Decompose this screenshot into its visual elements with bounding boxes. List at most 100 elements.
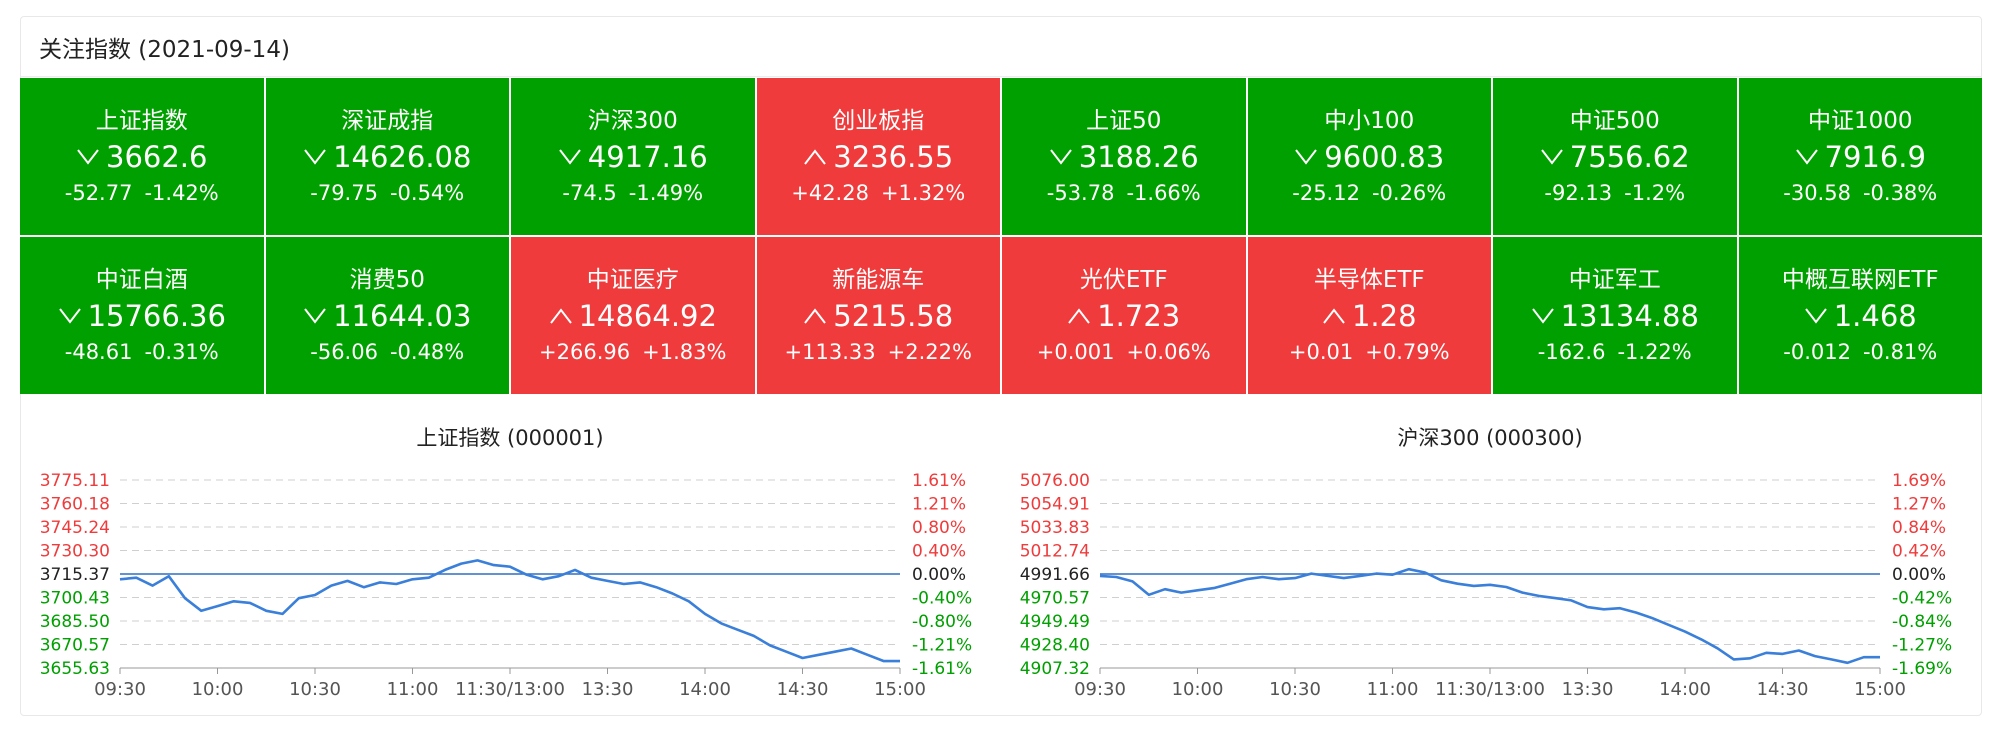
- tile-price: 14864.92: [549, 295, 717, 337]
- chevron-down-icon: [1795, 148, 1818, 165]
- y-left-tick-label: 3700.43: [40, 589, 110, 609]
- tile-price-value: 3188.26: [1078, 139, 1199, 174]
- index-tile[interactable]: 上证指数 3662.6 -52.77 -1.42%: [20, 78, 264, 235]
- index-tile[interactable]: 中证500 7556.62 -92.13 -1.2%: [1493, 78, 1737, 235]
- y-right-tick-label: -0.40%: [912, 589, 972, 609]
- chevron-down-icon: [304, 148, 326, 165]
- x-tick-label: 11:30/13:00: [455, 679, 565, 700]
- x-tick-label: 15:00: [874, 679, 926, 700]
- tile-change-amount: -56.06: [310, 339, 378, 364]
- chevron-down-icon: [1540, 148, 1563, 165]
- y-right-tick-label: -0.80%: [912, 612, 972, 632]
- tile-price-value: 5215.58: [833, 298, 954, 333]
- tile-change-amount: -30.58: [1783, 180, 1851, 205]
- y-right-tick-label: -1.27%: [1892, 636, 1952, 656]
- tile-name: 深证成指: [341, 107, 434, 134]
- tile-change-amount: -74.5: [562, 180, 617, 205]
- tile-change: -92.13 -1.2%: [1544, 178, 1685, 208]
- index-tile[interactable]: 沪深300 4917.16 -74.5 -1.49%: [511, 78, 755, 235]
- tile-name: 中证医疗: [586, 266, 679, 293]
- y-right-tick-label: 1.69%: [1892, 471, 1946, 491]
- x-tick-label: 14:00: [679, 679, 731, 700]
- x-tick-label: 13:30: [1562, 679, 1614, 700]
- tile-price: 14626.08: [303, 136, 471, 178]
- index-tile[interactable]: 半导体ETF 1.28 +0.01 +0.79%: [1247, 237, 1491, 394]
- tile-change: +0.001 +0.06%: [1037, 337, 1211, 367]
- tile-price: 13134.88: [1531, 295, 1699, 337]
- index-tile-grid: 上证指数 3662.6 -52.77 -1.42% 深证成指 14626.08 -79.75…: [20, 78, 1982, 394]
- x-tick-label: 11:00: [387, 679, 439, 700]
- tile-price-value: 7556.62: [1569, 139, 1690, 174]
- index-tile[interactable]: 中证1000 7916.9 -30.58 -0.38%: [1738, 78, 1982, 235]
- index-tile[interactable]: 深证成指 14626.08 -79.75 -0.54%: [265, 78, 509, 235]
- y-right-tick-label: -1.21%: [912, 636, 972, 656]
- tile-price-value: 7916.9: [1824, 139, 1926, 174]
- tile-change-amount: -162.6: [1537, 339, 1606, 364]
- tile-price: 4917.16: [558, 136, 708, 178]
- index-tile[interactable]: 中概互联网ETF 1.468 -0.012 -0.81%: [1738, 237, 1982, 394]
- tile-change: -56.06 -0.48%: [310, 337, 464, 367]
- index-tile[interactable]: 中证白酒 15766.36 -48.61 -0.31%: [20, 237, 264, 394]
- tile-change-amount: -52.77: [64, 180, 133, 205]
- tile-change-amount: -53.78: [1046, 180, 1115, 205]
- tile-price: 9600.83: [1294, 136, 1444, 178]
- index-tile[interactable]: 创业板指 3236.55 +42.28 +1.32%: [756, 78, 1000, 235]
- tile-change-amount: +0.001: [1036, 339, 1115, 364]
- x-tick-label: 13:30: [582, 679, 634, 700]
- chevron-down-icon: [1049, 148, 1072, 165]
- x-tick-label: 09:30: [94, 679, 146, 700]
- index-tile[interactable]: 中小100 9600.83 -25.12 -0.26%: [1247, 78, 1491, 235]
- tile-change-percent: +1.32%: [880, 180, 966, 205]
- tile-change: -53.78 -1.66%: [1047, 178, 1201, 208]
- tile-change-amount: -48.61: [64, 339, 133, 364]
- y-right-tick-label: 0.84%: [1892, 518, 1946, 538]
- chart-svg: 上证指数 (000001) 3775.11 1.61% 3760.18 1.21% 374…: [40, 426, 972, 700]
- tile-price: 15766.36: [58, 295, 226, 337]
- tile-change-percent: +0.79%: [1365, 339, 1450, 364]
- chevron-down-icon: [77, 148, 99, 165]
- tile-price: 3236.55: [803, 136, 953, 178]
- index-tile[interactable]: 消费50 11644.03 -56.06 -0.48%: [265, 237, 509, 394]
- chart-title: 沪深300 (000300): [1397, 426, 1582, 450]
- y-left-tick-label: 4970.57: [1020, 589, 1090, 609]
- y-left-tick-label: 4991.66: [1020, 565, 1090, 585]
- index-tile[interactable]: 光伏ETF 1.723 +0.001 +0.06%: [1002, 237, 1246, 394]
- tile-change-percent: +0.06%: [1126, 339, 1211, 364]
- index-tile[interactable]: 上证50 3188.26 -53.78 -1.66%: [1002, 78, 1246, 235]
- price-line: [1099, 567, 1880, 665]
- y-left-tick-label: 5076.00: [1020, 471, 1090, 491]
- tile-name: 创业板指: [832, 107, 925, 134]
- tile-price: 3188.26: [1049, 136, 1199, 178]
- tile-price-value: 3236.55: [833, 139, 954, 174]
- x-tick-label: 11:00: [1367, 679, 1419, 700]
- tile-name: 半导体ETF: [1313, 266, 1425, 293]
- index-tile[interactable]: 中证军工 13134.88 -162.6 -1.22%: [1493, 237, 1737, 394]
- tile-change-percent: +2.22%: [887, 339, 972, 364]
- chevron-up-icon: [1323, 307, 1345, 324]
- tile-change-percent: -0.81%: [1862, 339, 1938, 364]
- tile-price-value: 3662.6: [106, 139, 208, 174]
- tile-price: 7556.62: [1540, 136, 1690, 178]
- tile-change-amount: +266.96: [539, 339, 631, 364]
- tile-change: -52.77 -1.42%: [65, 178, 219, 208]
- tile-name: 上证50: [1086, 107, 1162, 134]
- y-left-tick-label: 4928.40: [1020, 636, 1090, 656]
- y-right-tick-label: -1.61%: [912, 659, 972, 679]
- y-left-tick-label: 3730.30: [40, 542, 110, 562]
- index-tile[interactable]: 新能源车 5215.58 +113.33 +2.22%: [756, 237, 1000, 394]
- tile-change-amount: -79.75: [310, 180, 378, 205]
- tile-name: 中证军工: [1568, 266, 1661, 293]
- tile-name: 中小100: [1324, 107, 1415, 134]
- y-right-tick-label: 0.00%: [1892, 565, 1946, 585]
- chevron-down-icon: [58, 307, 81, 324]
- y-left-tick-label: 3760.18: [40, 495, 110, 515]
- x-tick-label: 10:30: [289, 679, 341, 700]
- tile-change-amount: +0.01: [1288, 339, 1354, 364]
- tile-price: 7916.9: [1795, 136, 1926, 178]
- y-left-tick-label: 5012.74: [1020, 542, 1090, 562]
- tile-price-value: 15766.36: [87, 298, 226, 333]
- index-tile[interactable]: 中证医疗 14864.92 +266.96 +1.83%: [511, 237, 755, 394]
- csi300-chart: 沪深300 (000300) 5076.00 1.69% 5054.91 1.27% 50…: [980, 420, 1980, 720]
- x-tick-label: 09:30: [1074, 679, 1126, 700]
- chevron-down-icon: [558, 148, 581, 165]
